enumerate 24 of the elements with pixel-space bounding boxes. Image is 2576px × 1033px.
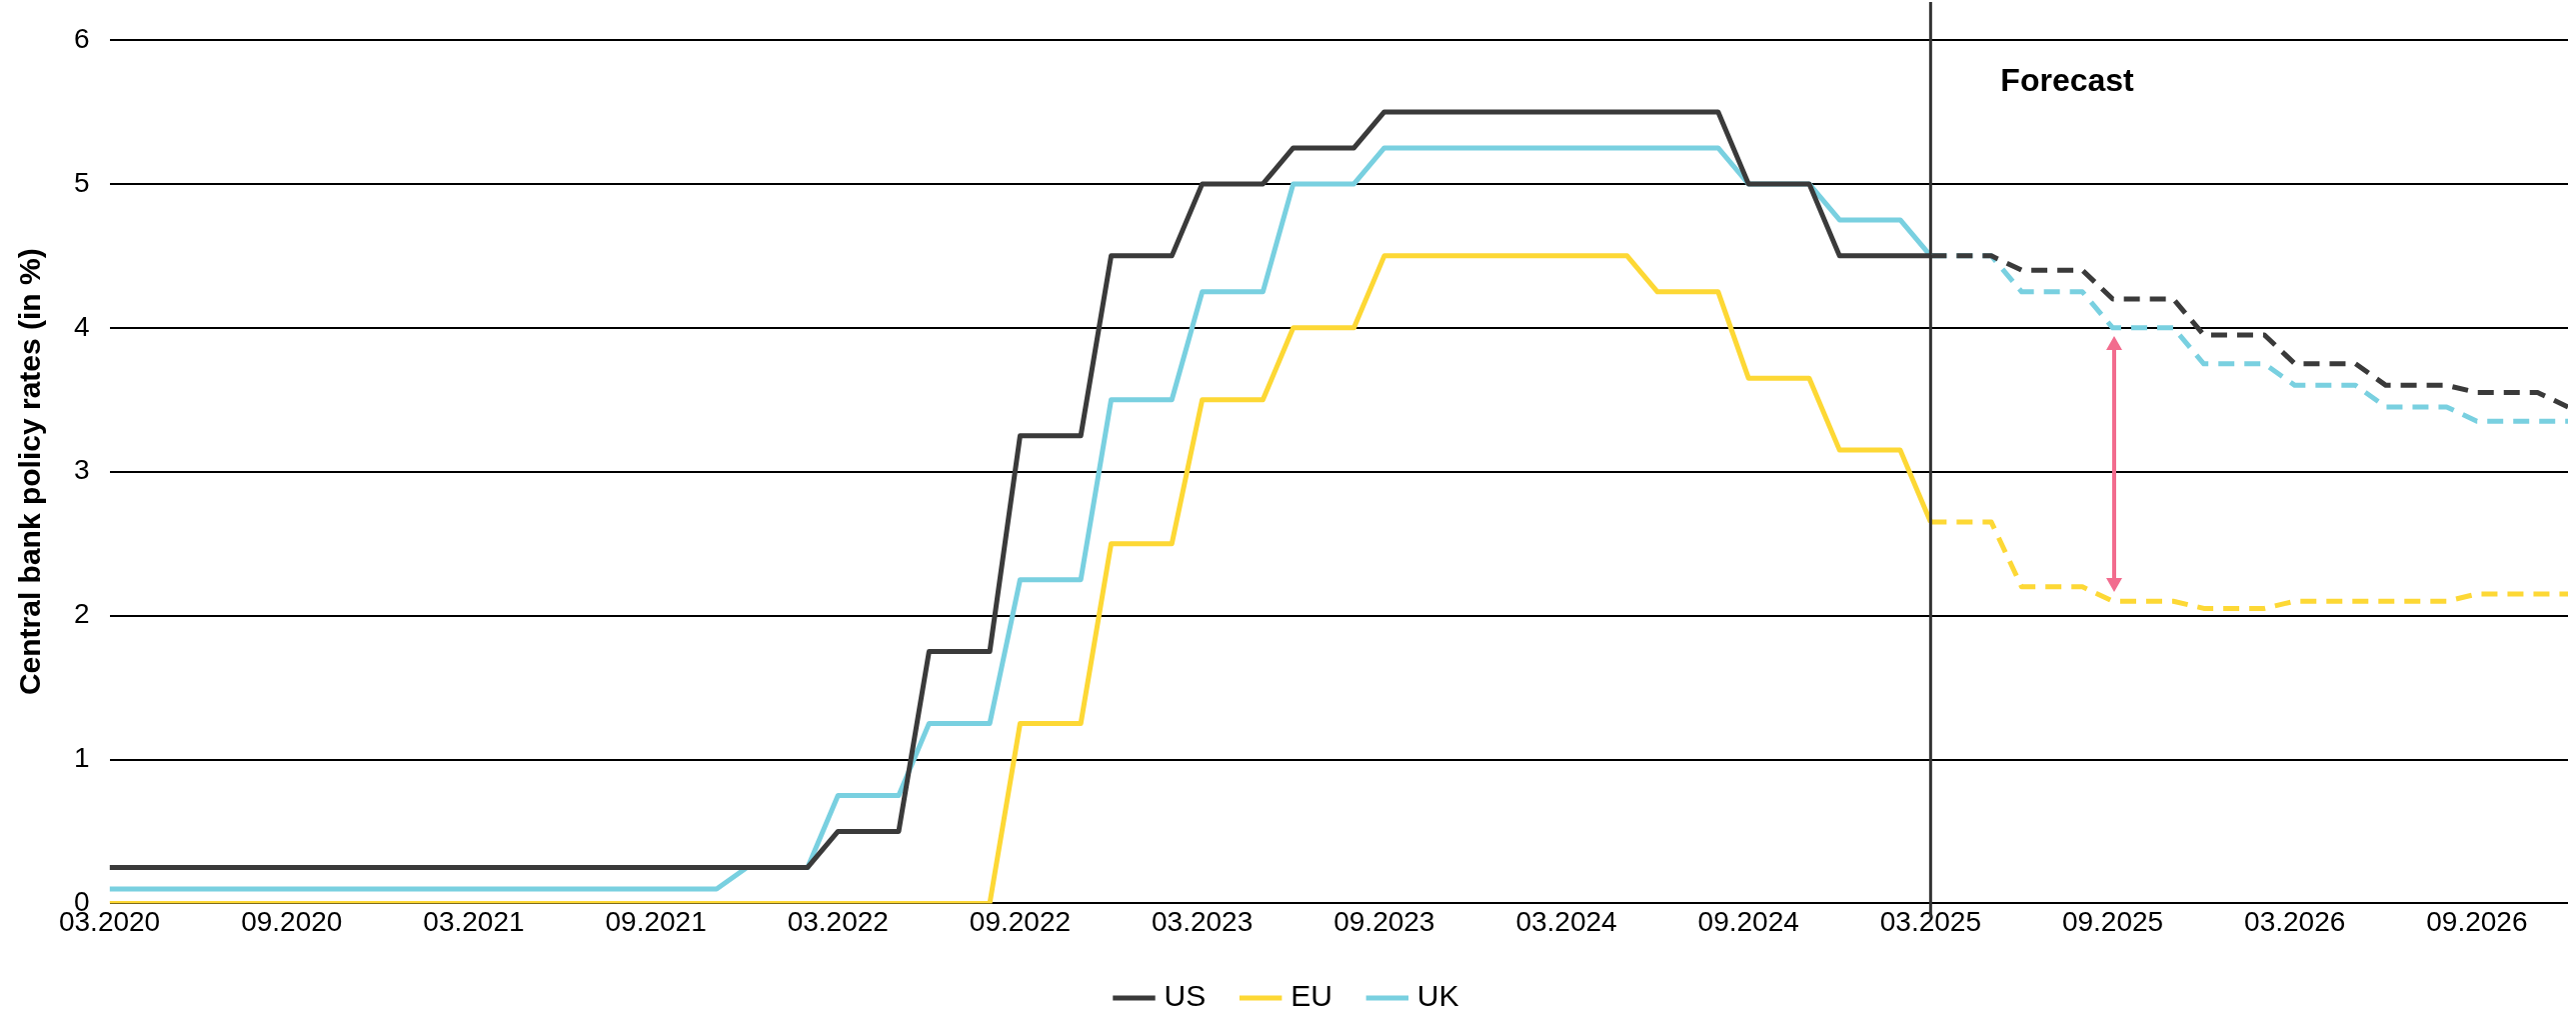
x-tick-label: 09.2022 (969, 905, 1072, 937)
y-tick-label: 5 (73, 166, 90, 198)
y-tick-label: 4 (73, 310, 90, 342)
legend-label: EU (1290, 979, 1332, 1013)
x-tick-label: 09.2023 (1333, 905, 1435, 937)
y-tick-label: 2 (73, 598, 90, 630)
x-tick-label: 03.2025 (1879, 905, 1981, 937)
x-tick-label: 03.2026 (2244, 905, 2346, 937)
ref-line-label: Forecast (2000, 61, 2135, 98)
x-tick-label: 09.2020 (241, 905, 343, 937)
x-tick-label: 09.2021 (605, 905, 707, 937)
legend-label: US (1164, 979, 1207, 1013)
x-tick-label: 03.2022 (787, 905, 889, 937)
x-tick-label: 09.2024 (1697, 905, 1799, 937)
x-tick-label: 09.2026 (2426, 905, 2528, 937)
x-tick-label: 03.2023 (1152, 905, 1254, 937)
x-tick-label: 03.2021 (423, 905, 525, 937)
x-tick-label: 09.2025 (2061, 905, 2164, 937)
y-tick-label: 3 (73, 454, 90, 486)
x-tick-label: 03.2024 (1515, 905, 1617, 937)
y-tick-label: 1 (73, 742, 90, 774)
y-axis-title: Central bank policy rates (in %) (13, 248, 47, 696)
y-tick-label: 6 (73, 22, 90, 54)
legend-label: UK (1416, 979, 1459, 1013)
